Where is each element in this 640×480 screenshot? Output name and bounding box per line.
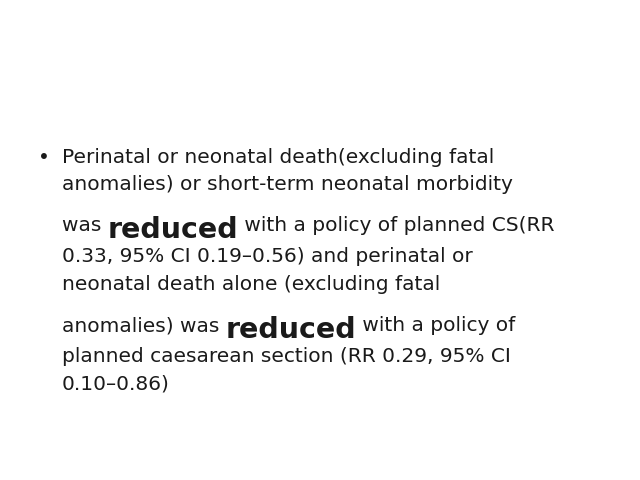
Text: with a policy of planned CS(RR: with a policy of planned CS(RR <box>238 216 555 235</box>
Text: anomalies) or short-term neonatal morbidity: anomalies) or short-term neonatal morbid… <box>62 175 513 194</box>
Text: reduced: reduced <box>108 216 238 244</box>
Text: was: was <box>62 216 108 235</box>
Text: 0.10–0.86): 0.10–0.86) <box>62 375 170 394</box>
Text: neonatal death alone (excluding fatal: neonatal death alone (excluding fatal <box>62 275 440 294</box>
Text: Perinatal or neonatal death(excluding fatal: Perinatal or neonatal death(excluding fa… <box>62 148 494 167</box>
Text: with a policy of: with a policy of <box>356 316 516 335</box>
Text: •: • <box>38 148 50 167</box>
Text: 0.33, 95% CI 0.19–0.56) and perinatal or: 0.33, 95% CI 0.19–0.56) and perinatal or <box>62 247 473 266</box>
Text: anomalies) was: anomalies) was <box>62 316 226 335</box>
Text: reduced: reduced <box>226 316 356 344</box>
Text: planned caesarean section (RR 0.29, 95% CI: planned caesarean section (RR 0.29, 95% … <box>62 347 511 366</box>
